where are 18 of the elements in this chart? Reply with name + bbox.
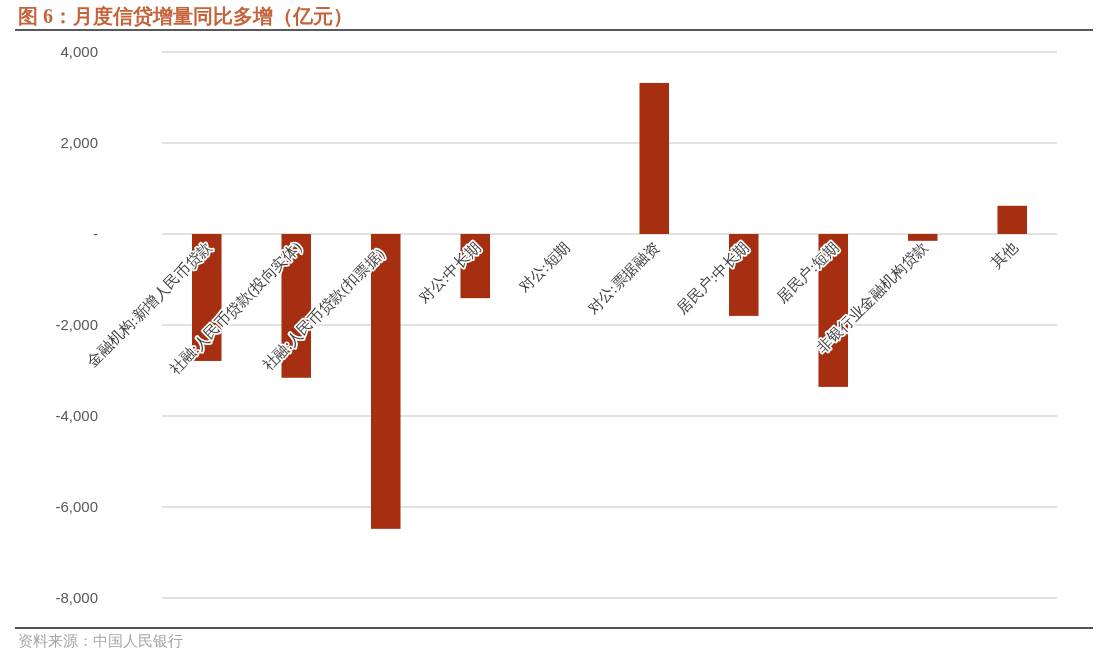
y-tick-label: -4,000 — [55, 407, 98, 424]
bar — [997, 205, 1028, 234]
x-tick-label: 居民户:短期 — [774, 238, 842, 307]
y-tick-label: -6,000 — [55, 498, 98, 515]
x-tick-label: 居民户:中长期 — [673, 238, 752, 317]
y-tick-label: -2,000 — [55, 316, 98, 333]
bar — [907, 234, 938, 241]
y-tick-label: - — [93, 225, 98, 242]
x-tick-label: 其他 — [987, 238, 1021, 272]
x-tick-label: 对公:票据融资 — [584, 238, 663, 317]
x-tick-label: 对公:中长期 — [416, 238, 484, 307]
y-tick-label: -8,000 — [55, 589, 98, 606]
x-tick-label: 对公:短期 — [516, 238, 573, 296]
chart-title: 图 6：月度信贷增量同比多增（亿元） — [18, 5, 353, 27]
bar — [639, 82, 670, 234]
y-tick-label: 2,000 — [60, 134, 98, 151]
y-tick-label: 4,000 — [60, 43, 98, 60]
text: 资料来源：中国人民银行 — [18, 632, 183, 649]
